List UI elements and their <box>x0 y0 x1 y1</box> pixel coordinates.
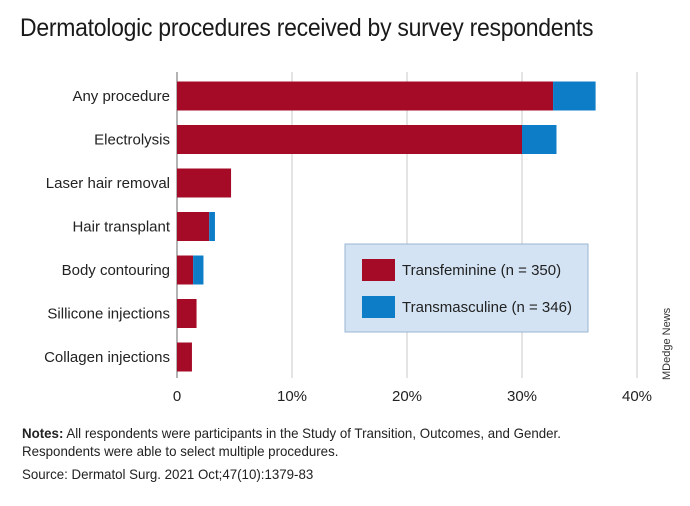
bars <box>177 81 596 372</box>
legend-box <box>344 243 589 333</box>
notes: Notes: All respondents were participants… <box>22 424 640 460</box>
category-label: Body contouring <box>62 262 170 279</box>
bar-segment <box>553 81 596 111</box>
chart-title: Dermatologic procedures received by surv… <box>20 14 594 42</box>
notes-text: All respondents were participants in the… <box>22 425 561 459</box>
bar-segment <box>177 81 554 111</box>
credit: MDedge News <box>661 307 673 380</box>
bar-segment <box>209 212 215 241</box>
category-label: Electrolysis <box>94 132 170 149</box>
x-tick-label: 40% <box>622 388 652 405</box>
x-tick-label: 30% <box>507 388 537 405</box>
legend-swatch <box>362 259 395 281</box>
bar-segment <box>177 212 210 241</box>
category-label: Hair transplant <box>72 219 170 236</box>
bar-segment <box>193 255 204 285</box>
x-tick-label: 10% <box>277 388 307 405</box>
x-tick-label: 20% <box>392 388 422 405</box>
bar-segment <box>177 342 192 372</box>
notes-label: Notes: <box>22 425 64 441</box>
legend-label: Transfeminine (n = 350) <box>402 262 561 279</box>
bar-segment <box>177 299 197 328</box>
legend: Transfeminine (n = 350) Transmasculine (n… <box>344 243 589 333</box>
stacked-bar-chart: Any procedure Electrolysis Laser hair remo… <box>44 72 652 405</box>
category-label: Collagen injections <box>44 349 170 366</box>
x-tick-label: 0 <box>173 388 181 405</box>
source-text: Dermatol Surg. 2021 Oct;47(10):1379-83 <box>67 466 314 482</box>
legend-swatch <box>362 296 395 318</box>
source-label: Source: <box>22 466 68 482</box>
category-label: Laser hair removal <box>46 175 170 192</box>
legend-label: Transmasculine (n = 346) <box>402 299 572 316</box>
bar-segment <box>522 125 557 154</box>
x-tick-labels: 0 10% 20% 30% 40% <box>173 388 652 405</box>
category-label: Any procedure <box>72 88 170 105</box>
bar-segment <box>177 168 232 198</box>
bar-segment <box>177 125 522 154</box>
category-label: Sillicone injections <box>47 306 170 323</box>
bar-segment <box>177 255 194 285</box>
source: Source: Dermatol Surg. 2021 Oct;47(10):1… <box>22 466 313 482</box>
category-labels: Any procedure Electrolysis Laser hair remo… <box>44 88 171 366</box>
